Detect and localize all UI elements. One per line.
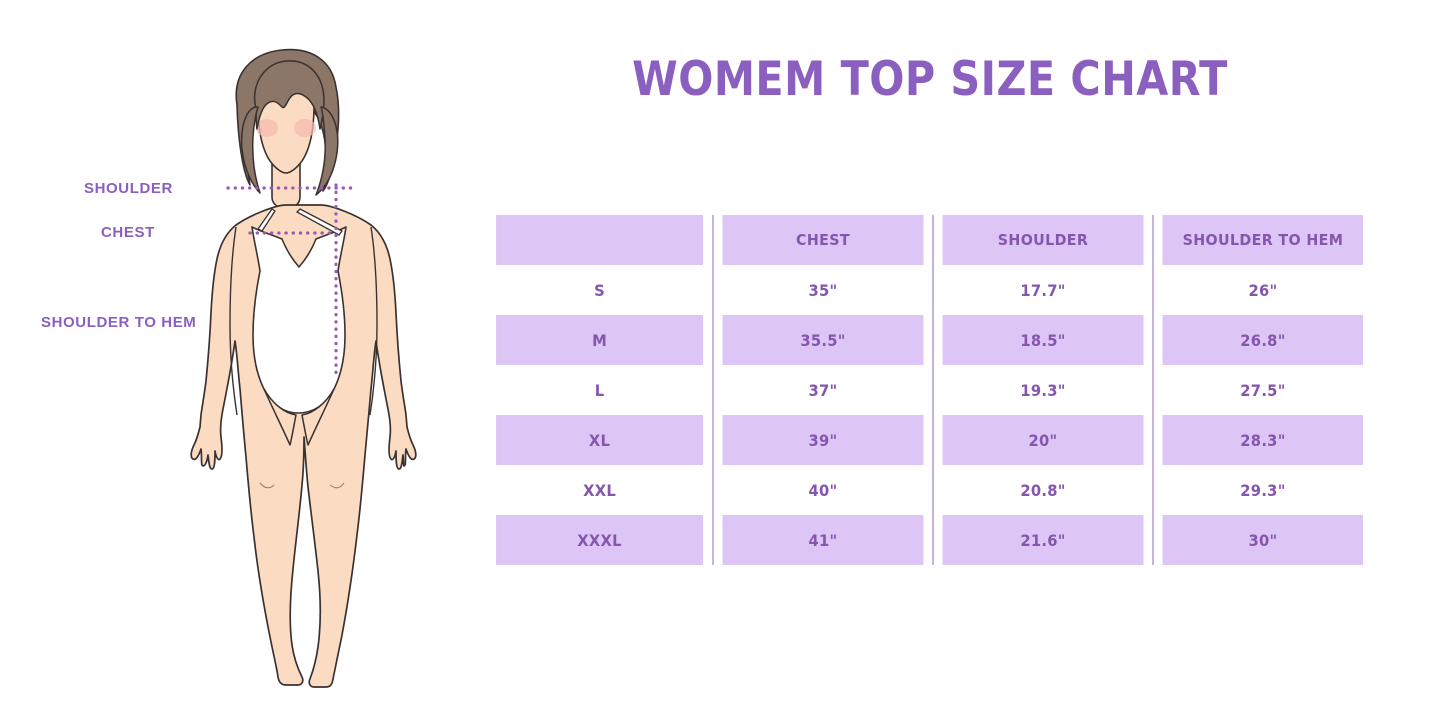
garment-bodysuit: [251, 226, 347, 414]
column-header-size: [496, 215, 705, 265]
cell-shoulder-to-hem: 29.3": [1161, 465, 1364, 515]
measure-label-chest: CHEST: [101, 224, 155, 241]
cell-shoulder: 19.3": [941, 365, 1146, 415]
column-header-shoulder: SHOULDER: [941, 215, 1146, 265]
table-row: XXXL 41" 21.6" 30": [487, 515, 1372, 565]
table-row: L 37" 19.3" 27.5": [487, 365, 1372, 415]
knee-line-left: [259, 482, 275, 489]
cell-shoulder-to-hem: 30": [1161, 515, 1364, 565]
cell-shoulder-to-hem: 27.5": [1161, 365, 1364, 415]
cell-size: XXL: [496, 465, 705, 515]
figure-panel: SHOULDER CHEST SHOULDER TO HEM: [0, 0, 470, 723]
table-row: S 35" 17.7" 26": [487, 265, 1372, 315]
cell-size: L: [496, 365, 705, 415]
cell-size: XL: [496, 415, 705, 465]
cell-chest: 39": [721, 415, 926, 465]
cell-shoulder-to-hem: 26.8": [1161, 315, 1364, 365]
table-row: XL 39" 20" 28.3": [487, 415, 1372, 465]
column-header-shoulder-to-hem: SHOULDER TO HEM: [1161, 215, 1364, 265]
arm-contour-left: [229, 226, 238, 416]
cell-shoulder: 18.5": [941, 315, 1146, 365]
cell-shoulder: 17.7": [941, 265, 1146, 315]
body-skin: [190, 204, 417, 688]
cell-chest: 37": [721, 365, 926, 415]
hair-side-right: [315, 106, 339, 196]
table-row: XXL 40" 20.8" 29.3": [487, 465, 1372, 515]
strap-right: [295, 208, 343, 236]
table-header-row: CHEST SHOULDER SHOULDER TO HEM: [487, 215, 1372, 265]
cell-shoulder: 20.8": [941, 465, 1146, 515]
garment-leg-opening-right: [301, 388, 335, 446]
size-chart-table: CHEST SHOULDER SHOULDER TO HEM S 35" 17.…: [487, 215, 1372, 565]
garment-leg-opening-left: [263, 388, 297, 446]
cell-chest: 35.5": [721, 315, 926, 365]
cell-size: S: [496, 265, 705, 315]
strap-left: [257, 208, 276, 232]
hair-side-left: [240, 106, 261, 194]
blush-left-icon: [256, 119, 278, 137]
cell-chest: 40": [721, 465, 926, 515]
blush-right-icon: [294, 119, 316, 137]
page-title: WOMEM TOP SIZE CHART: [632, 52, 1228, 107]
cell-chest: 41": [721, 515, 926, 565]
table-row: M 35.5" 18.5" 26.8": [487, 315, 1372, 365]
measure-label-shoulder-to-hem: SHOULDER TO HEM: [41, 314, 197, 331]
cell-chest: 35": [721, 265, 926, 315]
cell-size: M: [496, 315, 705, 365]
column-header-chest: CHEST: [721, 215, 926, 265]
cell-shoulder: 21.6": [941, 515, 1146, 565]
arm-contour-right: [369, 226, 378, 416]
measure-label-shoulder: SHOULDER: [84, 180, 173, 197]
cell-shoulder-to-hem: 28.3": [1161, 415, 1364, 465]
cell-size: XXXL: [496, 515, 705, 565]
hair-front: [253, 60, 325, 130]
female-body-illustration: [190, 48, 417, 688]
cell-shoulder-to-hem: 26": [1161, 265, 1364, 315]
knee-line-right: [329, 482, 345, 489]
cell-shoulder: 20": [941, 415, 1146, 465]
